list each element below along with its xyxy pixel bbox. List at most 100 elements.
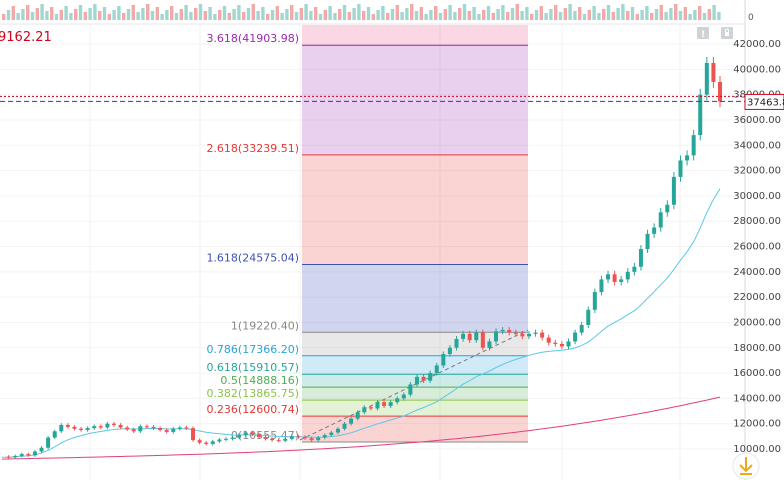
candle-body [230, 437, 235, 439]
volume-bar [314, 7, 318, 20]
volume-bar [318, 14, 323, 20]
volume-bar [222, 6, 227, 20]
volume-bar [486, 6, 491, 20]
candle-body [513, 332, 518, 334]
candle-body [678, 160, 683, 177]
volume-bar [438, 13, 443, 20]
fib-level-label: 0.382(13865.75) [206, 387, 299, 400]
volume-bar [98, 11, 102, 20]
volume-bar [88, 8, 92, 20]
scroll-to-latest-button[interactable] [732, 452, 760, 480]
candle-body [441, 354, 446, 366]
volume-bar [184, 5, 188, 20]
candle-body [296, 436, 301, 438]
volume-bar [102, 7, 107, 20]
volume-bar [242, 12, 246, 20]
volume-bar [496, 9, 500, 20]
lock-icon[interactable] [721, 27, 733, 39]
volume-bar [578, 7, 582, 20]
candle-body [401, 394, 406, 399]
candle-body [303, 436, 308, 439]
info-icon[interactable]: ! [697, 27, 709, 40]
candle-body [111, 423, 116, 425]
arrow-down-icon [739, 457, 753, 475]
volume-bar [534, 10, 539, 20]
volume-bar [376, 10, 380, 20]
volume-bar [698, 6, 702, 20]
candle-body [467, 333, 472, 341]
candle-body [368, 407, 373, 409]
price-axis-label: 30000.00 [733, 191, 781, 202]
fib-extension: 3.618(41903.98) 2.618(33239.51) 1.618(2457… [206, 25, 528, 443]
volume-bar [530, 14, 534, 20]
volume-bar [443, 9, 447, 20]
volume-bar [69, 13, 73, 20]
candle-body [184, 427, 189, 429]
volume-bar [659, 5, 663, 20]
candle-body [428, 373, 433, 381]
fib-level-label: 0.5(14888.16) [220, 374, 299, 387]
volume-bar [6, 10, 11, 20]
volume-bar [539, 6, 543, 20]
volume-bar [213, 14, 217, 20]
volume-bar [563, 8, 567, 20]
volume-bar [678, 11, 683, 20]
volume-bar [611, 12, 615, 20]
volume-bar [424, 14, 428, 20]
candle-body [487, 341, 492, 348]
candle-body [59, 424, 64, 432]
volume-bar [64, 6, 68, 20]
volume-bar [342, 5, 347, 20]
volume-bar [174, 13, 179, 20]
volume-bars [2, 4, 721, 20]
volume-bar [419, 7, 423, 20]
volume-bar [606, 5, 611, 20]
volume-bar [122, 13, 126, 20]
volume-bar [333, 13, 337, 20]
volume-bar [654, 9, 659, 20]
candle-body [250, 432, 255, 435]
volume-bar [544, 13, 548, 20]
volume-bar [26, 5, 30, 20]
candle-body [197, 440, 202, 443]
candle-body [270, 438, 275, 441]
price-axis-label: 20000.00 [733, 317, 781, 328]
volume-bar [640, 10, 644, 20]
volume-bar [410, 4, 414, 20]
price-axis-label: 22000.00 [733, 292, 781, 303]
volume-bar [323, 10, 327, 20]
candle-body [638, 249, 643, 267]
candle-body [375, 402, 380, 409]
candle-body [355, 412, 360, 419]
candle-body [349, 418, 354, 424]
fib-zone [302, 154, 528, 265]
volume-bar [112, 10, 116, 20]
price-axis[interactable] [745, 0, 784, 480]
fib-level-label: 0.236(12600.74) [206, 403, 299, 416]
volume-bar [626, 11, 630, 20]
volume-bar [390, 9, 395, 20]
volume-bar [357, 4, 361, 20]
volume-bar [304, 4, 308, 20]
candle-body [579, 324, 584, 333]
candle-body [32, 451, 37, 456]
candle-body [559, 343, 564, 347]
candle-body [79, 428, 84, 431]
volume-bar [194, 8, 198, 20]
volume-bar [170, 6, 174, 20]
price-axis-label: 14000.00 [733, 393, 781, 404]
candle-body [704, 62, 709, 95]
volume-bar [203, 11, 207, 20]
volume-bar [683, 7, 687, 20]
volume-bar [366, 7, 371, 20]
volume-bar [429, 10, 433, 20]
fib-zone [302, 416, 528, 442]
fib-zone [302, 264, 528, 333]
fib-zone [302, 25, 528, 46]
candle-body [335, 428, 340, 433]
volume-bar [78, 5, 83, 20]
candle-body [125, 427, 130, 430]
candle-body [329, 432, 334, 436]
volume-bar [573, 11, 577, 20]
